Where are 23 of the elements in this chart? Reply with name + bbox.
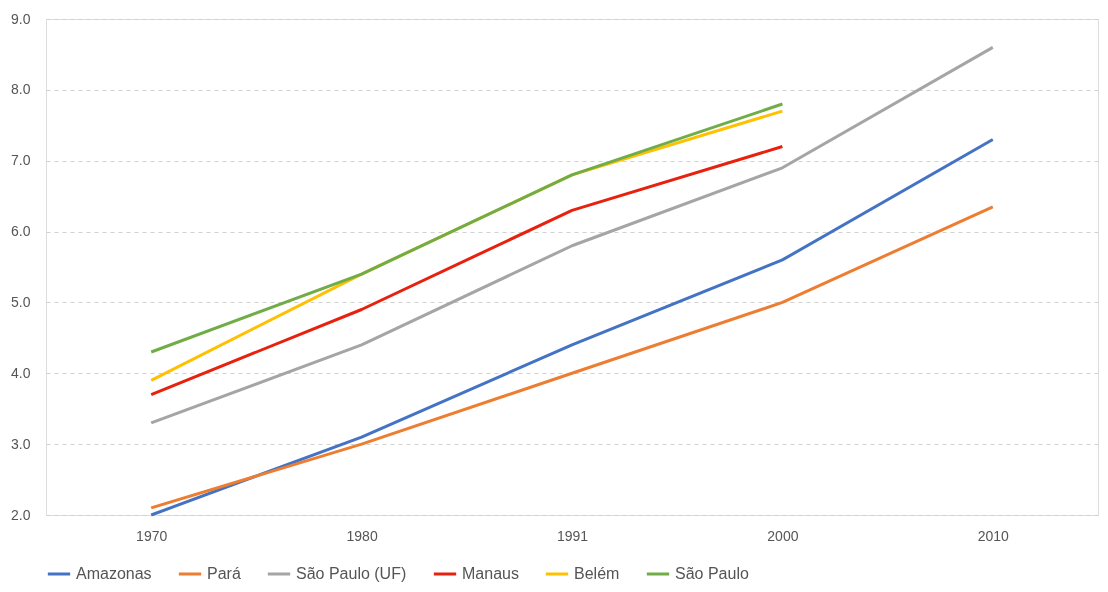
y-tick-label: 6.0 bbox=[11, 223, 31, 240]
y-tick-label: 4.0 bbox=[11, 364, 31, 381]
y-tick-label: 9.0 bbox=[11, 10, 31, 27]
legend-label: Amazonas bbox=[76, 565, 152, 582]
legend-label: São Paulo bbox=[675, 565, 749, 582]
x-tick-label: 2000 bbox=[767, 527, 799, 544]
y-tick-label: 7.0 bbox=[11, 152, 31, 169]
line-series bbox=[149, 45, 995, 425]
line-series bbox=[149, 205, 995, 510]
legend-label: Belém bbox=[574, 565, 620, 582]
x-tick-label: 1991 bbox=[556, 527, 589, 544]
legend-label: Manaus bbox=[462, 565, 519, 582]
x-tick-label: 1980 bbox=[346, 527, 378, 544]
line-series bbox=[149, 145, 784, 397]
y-tick-label: 2.0 bbox=[11, 506, 31, 523]
x-tick-label: 2010 bbox=[977, 527, 1010, 544]
legend-label: São Paulo (UF) bbox=[296, 565, 407, 582]
y-tick-label: 5.0 bbox=[11, 293, 31, 310]
y-tick-label: 3.0 bbox=[11, 435, 31, 452]
y-tick-label: 8.0 bbox=[11, 81, 31, 98]
legend-label: Pará bbox=[207, 565, 241, 582]
x-tick-label: 1970 bbox=[136, 527, 168, 544]
line-series bbox=[149, 137, 995, 517]
